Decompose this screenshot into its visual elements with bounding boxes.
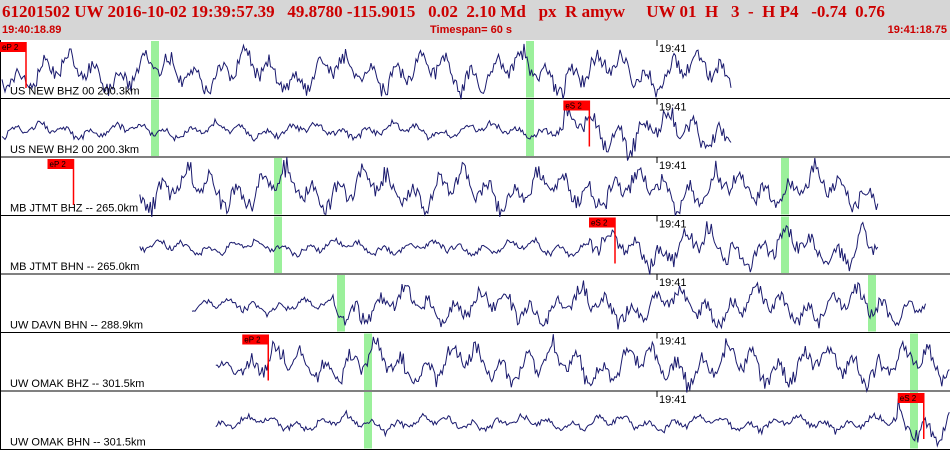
phase-window-highlight	[337, 275, 345, 332]
phase-window-highlight	[781, 216, 789, 273]
minute-label: 19:41	[659, 219, 687, 231]
station-channel-label: UW DAVN BHN -- 288.9km	[10, 320, 143, 332]
pick-phase-label: eP 2	[50, 160, 67, 169]
minute-label: 19:41	[659, 336, 687, 348]
station-channel-label: US NEW BH2 00 200.3km	[10, 144, 139, 156]
trace-panel[interactable]: 19:41 eS 2 US NEW BH2 00 200.3km	[0, 98, 950, 161]
station-channel-label: US NEW BHZ 00 200.3km	[10, 86, 140, 98]
trace-panel[interactable]: 19:41 eP 2 MB JTMT BHZ -- 265.0km	[0, 157, 950, 217]
phase-window-highlight	[910, 333, 918, 390]
phase-window-highlight	[868, 275, 876, 332]
pick-phase-label: eP 2	[244, 336, 261, 345]
waveform-trace	[215, 398, 950, 448]
phase-window-highlight	[274, 158, 282, 215]
phase-window-highlight	[526, 41, 534, 98]
phase-pick-flag[interactable]: eS 2	[589, 217, 616, 264]
waveform-trace	[1, 103, 732, 161]
station-channel-label: MB JTMT BHN -- 265.0km	[10, 261, 139, 273]
trace-panel[interactable]: 19:41 eP 2 US NEW BHZ 00 200.3km	[0, 40, 950, 100]
pick-flag-box	[563, 100, 590, 111]
phase-window-highlight	[364, 392, 372, 449]
station-channel-label: UW OMAK BHN -- 301.5km	[10, 437, 146, 449]
waveform-trace	[139, 221, 879, 275]
minute-label: 19:41	[659, 277, 687, 289]
seismogram-canvas[interactable]: 19:41 eP 2 US NEW BHZ 00 200.3km 19:41 eS 2 U…	[0, 40, 950, 460]
minute-label: 19:41	[659, 394, 687, 406]
pick-flag-box	[47, 159, 74, 169]
phase-pick-flag[interactable]: eS 2	[563, 100, 591, 147]
pick-flag-box	[589, 217, 615, 228]
phase-window-highlight	[274, 216, 282, 273]
pick-phase-label: eS 2	[900, 394, 917, 403]
phase-window-highlight	[781, 158, 789, 215]
pick-phase-label: eP 2	[2, 43, 19, 52]
phase-pick-flag[interactable]: eS 2	[897, 393, 925, 439]
pick-phase-label: eS 2	[591, 219, 608, 228]
phase-pick-flag[interactable]: eP 2	[47, 159, 75, 205]
start-time-label: 19:40:18.89	[2, 24, 62, 36]
phase-pick-flag[interactable]: eP 2	[242, 334, 269, 381]
waveform-trace	[191, 280, 926, 330]
station-channel-label: MB JTMT BHZ -- 265.0km	[10, 203, 138, 215]
phase-pick-flag[interactable]: eP 2	[0, 42, 27, 88]
timespan-label: Timespan= 60 s	[430, 24, 513, 36]
minute-label: 19:41	[659, 160, 687, 172]
phase-window-highlight	[151, 41, 159, 98]
minute-label: 19:41	[659, 43, 687, 55]
pick-flag-box	[897, 393, 924, 403]
phase-window-highlight	[526, 99, 534, 156]
station-channel-label: UW OMAK BHZ -- 301.5km	[10, 378, 144, 390]
waveform-trace	[1, 43, 732, 100]
pick-phase-label: eS 2	[565, 102, 582, 111]
pick-flag-box	[242, 334, 269, 345]
pick-flag-box	[0, 42, 26, 52]
event-header: 61201502 UW 2016-10-02 19:39:57.39 49.87…	[0, 0, 950, 40]
end-time-label: 19:41:18.75	[887, 24, 947, 36]
waveform-trace	[215, 334, 950, 393]
waveform-trace	[139, 157, 879, 217]
event-info-line: 61201502 UW 2016-10-02 19:39:57.39 49.87…	[2, 2, 885, 21]
phase-window-highlight	[910, 392, 918, 449]
trace-panel[interactable]: 19:41 eS 2 MB JTMT BHN -- 265.0km	[0, 215, 950, 275]
trace-panel[interactable]: 19:41 eP 2 UW OMAK BHZ -- 301.5km	[0, 332, 950, 393]
trace-panel[interactable]: 19:41 UW DAVN BHN -- 288.9km	[0, 274, 950, 333]
seismogram-traces-area[interactable]: 19:41 eP 2 US NEW BHZ 00 200.3km 19:41 eS 2 U…	[0, 40, 950, 460]
minute-label: 19:41	[659, 102, 687, 114]
phase-window-highlight	[151, 99, 159, 156]
trace-panel[interactable]: 19:41 eS 2 UW OMAK BHN -- 301.5km	[0, 391, 950, 450]
